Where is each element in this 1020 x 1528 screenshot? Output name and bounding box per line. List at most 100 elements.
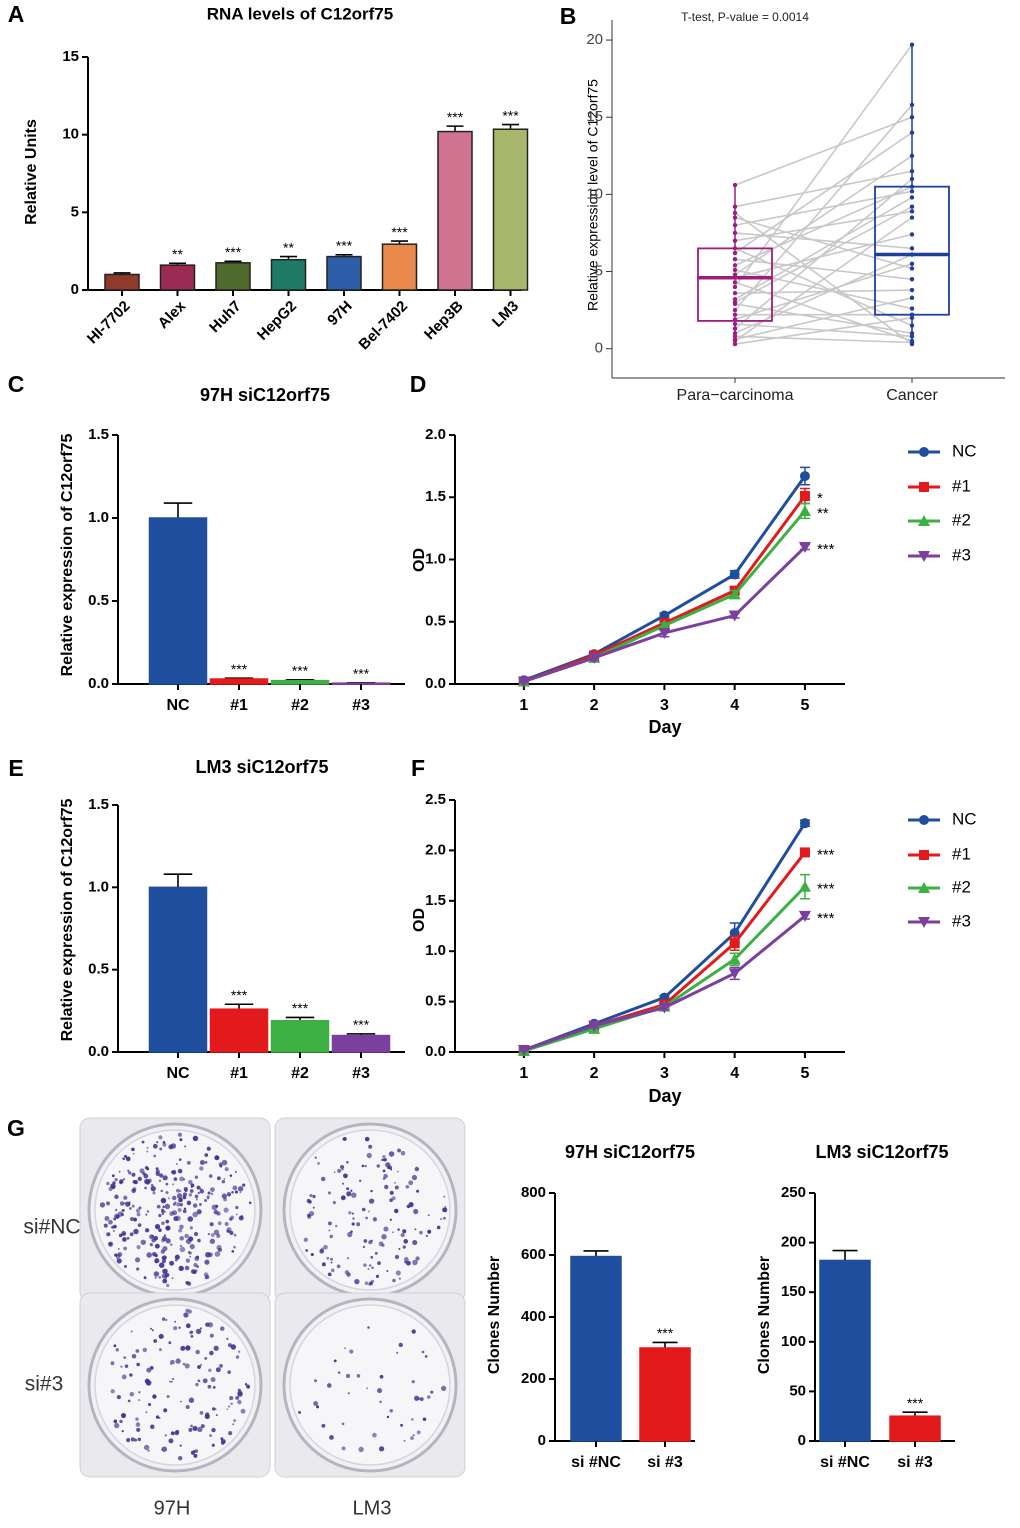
colony (229, 1174, 233, 1177)
colony (317, 1162, 320, 1165)
colony (184, 1363, 190, 1369)
colony (188, 1193, 193, 1197)
colony (327, 1191, 332, 1195)
colony (176, 1163, 178, 1165)
point (732, 250, 738, 256)
dish-inner (94, 1129, 256, 1291)
colony (207, 1384, 212, 1389)
marker (728, 968, 741, 980)
point (732, 300, 738, 305)
point (909, 261, 915, 267)
colony (178, 1265, 184, 1272)
panel-letter: D (410, 371, 427, 397)
y-tick-label: 0 (538, 1432, 546, 1449)
colony (209, 1222, 214, 1227)
colony (190, 1334, 194, 1338)
colony (377, 1388, 383, 1394)
colony (382, 1169, 386, 1173)
colony (427, 1229, 432, 1234)
legend-label: #3 (952, 545, 971, 564)
y-axis-label: Relative expression of C12orf75 (59, 434, 76, 677)
colony (382, 1177, 386, 1180)
colony (314, 1379, 318, 1383)
colony (178, 1228, 183, 1233)
colony (150, 1424, 155, 1429)
marker (799, 818, 810, 829)
colony (108, 1219, 113, 1225)
colony (131, 1147, 135, 1152)
colony (120, 1365, 123, 1368)
x-tick-label: Bel-7402 (355, 298, 411, 354)
colony (221, 1159, 228, 1166)
colony (344, 1270, 350, 1275)
chart-title: 97H siC12orf75 (200, 385, 330, 405)
colony (382, 1155, 386, 1159)
y-axis-label: Relative expression of C12orf75 (59, 799, 76, 1042)
marker (728, 588, 741, 600)
colony (341, 1446, 346, 1451)
x-tick-label: 97H (324, 298, 355, 329)
colony (166, 1394, 170, 1399)
colony (179, 1444, 182, 1447)
colony (208, 1368, 212, 1372)
colony (199, 1187, 202, 1190)
colony (227, 1370, 231, 1374)
colony (411, 1380, 415, 1384)
colony (151, 1234, 154, 1238)
colony (209, 1333, 214, 1338)
colony (303, 1237, 308, 1243)
point (732, 280, 738, 285)
colony (179, 1176, 185, 1182)
colony (172, 1378, 175, 1380)
point (732, 297, 738, 302)
colony (209, 1350, 214, 1356)
y-tick-label: 2.0 (425, 426, 446, 443)
x-tick-label: 4 (730, 697, 739, 714)
colony (346, 1191, 352, 1197)
marker (729, 938, 740, 949)
colony (136, 1362, 140, 1367)
colony (242, 1183, 246, 1187)
colony (397, 1148, 402, 1153)
colony (414, 1166, 420, 1172)
colony (133, 1179, 138, 1185)
colony (134, 1257, 141, 1263)
colony (341, 1182, 344, 1185)
colony (158, 1179, 162, 1182)
colony (186, 1160, 191, 1165)
y-axis-label: Clones Number (756, 1256, 773, 1374)
legend-label: NC (952, 809, 977, 828)
y-tick-label: 0 (798, 1432, 806, 1449)
colony (161, 1221, 165, 1225)
colony (349, 1349, 354, 1354)
point (909, 277, 915, 282)
colony (113, 1217, 117, 1221)
point (909, 42, 915, 47)
colony (392, 1231, 394, 1234)
colony (412, 1240, 418, 1246)
colony (158, 1348, 162, 1352)
bar (639, 1347, 691, 1442)
colony (217, 1247, 223, 1253)
colony (182, 1209, 187, 1214)
colony (197, 1426, 203, 1433)
panel-letter: G (7, 1115, 25, 1141)
point (732, 223, 738, 228)
colony (128, 1171, 132, 1175)
colony (207, 1197, 210, 1200)
colony (427, 1214, 430, 1217)
colony (197, 1191, 200, 1195)
significance-label: *** (817, 541, 835, 558)
colony (184, 1265, 190, 1271)
point (732, 317, 738, 322)
colony (415, 1256, 420, 1261)
colony (194, 1449, 199, 1453)
colony (194, 1269, 198, 1273)
colony (192, 1425, 198, 1431)
colony (135, 1208, 141, 1213)
colony (210, 1187, 215, 1193)
marker (799, 847, 810, 858)
colony (132, 1152, 135, 1155)
colony (224, 1222, 229, 1226)
point (909, 204, 915, 209)
